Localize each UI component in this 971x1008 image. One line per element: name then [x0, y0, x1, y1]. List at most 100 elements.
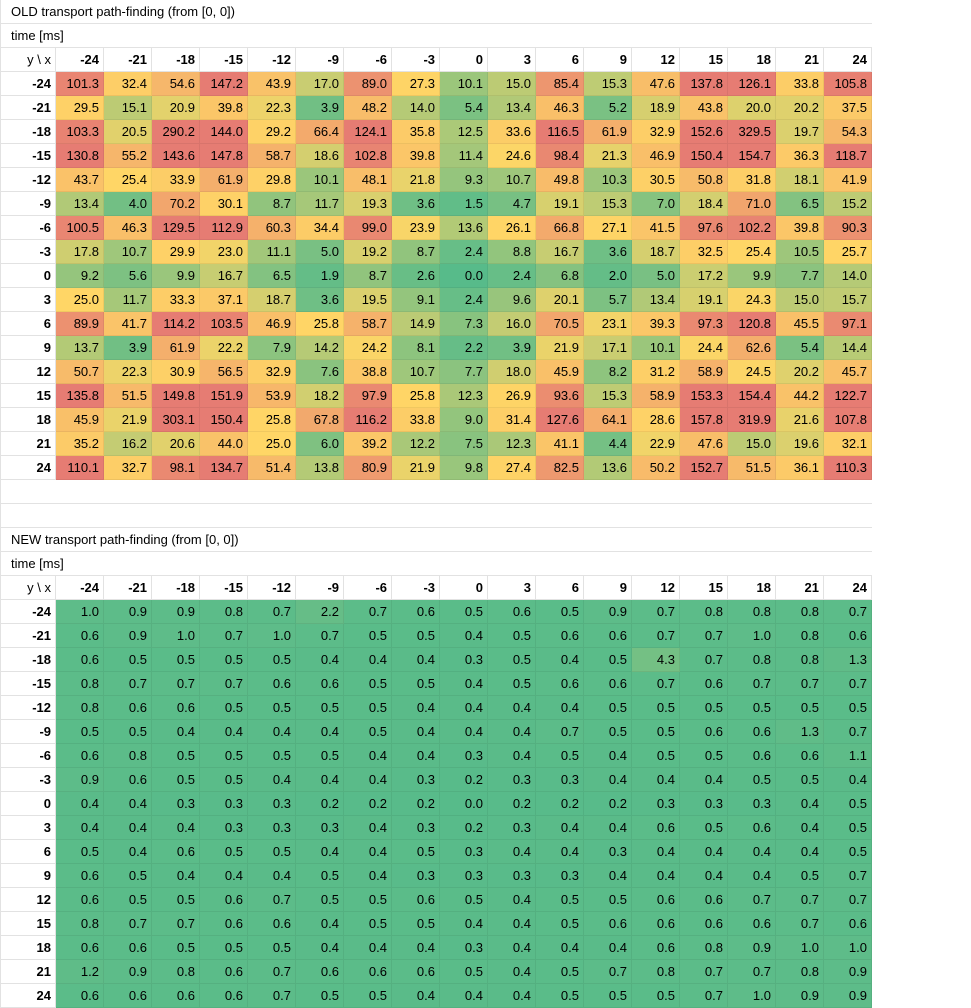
data-cell[interactable]: 14.0 — [824, 264, 872, 288]
data-cell[interactable]: 1.3 — [776, 720, 824, 744]
data-cell[interactable]: 53.9 — [248, 384, 296, 408]
data-cell[interactable]: 18.7 — [632, 240, 680, 264]
data-cell[interactable]: 10.5 — [776, 240, 824, 264]
data-cell[interactable]: 21.3 — [584, 144, 632, 168]
column-header[interactable]: 18 — [728, 576, 776, 600]
data-cell[interactable]: 85.4 — [536, 72, 584, 96]
data-cell[interactable]: 0.7 — [536, 720, 584, 744]
data-cell[interactable]: 0.9 — [152, 600, 200, 624]
data-cell[interactable]: 1.2 — [56, 960, 104, 984]
data-cell[interactable]: 14.2 — [296, 336, 344, 360]
data-cell[interactable]: 0.4 — [632, 864, 680, 888]
data-cell[interactable]: 0.8 — [776, 624, 824, 648]
row-header[interactable]: -6 — [1, 744, 56, 768]
data-cell[interactable]: 0.3 — [488, 864, 536, 888]
data-cell[interactable]: 0.4 — [104, 792, 152, 816]
data-cell[interactable]: 32.4 — [104, 72, 152, 96]
data-cell[interactable]: 0.4 — [344, 840, 392, 864]
data-cell[interactable]: 0.6 — [296, 960, 344, 984]
data-cell[interactable]: 39.2 — [344, 432, 392, 456]
data-cell[interactable]: 0.9 — [776, 984, 824, 1008]
row-header[interactable]: -3 — [1, 768, 56, 792]
data-cell[interactable]: 0.6 — [632, 888, 680, 912]
data-cell[interactable]: 25.0 — [248, 432, 296, 456]
row-header[interactable]: -21 — [1, 96, 56, 120]
data-cell[interactable]: 120.8 — [728, 312, 776, 336]
data-cell[interactable]: 0.5 — [200, 744, 248, 768]
data-cell[interactable]: 5.7 — [584, 288, 632, 312]
corner-label[interactable]: y \ x — [1, 48, 56, 72]
data-cell[interactable]: 5.4 — [440, 96, 488, 120]
table-title[interactable]: NEW transport path-finding (from [0, 0]) — [1, 528, 872, 552]
data-cell[interactable]: 97.6 — [680, 216, 728, 240]
data-cell[interactable]: 0.9 — [824, 984, 872, 1008]
data-cell[interactable]: 33.6 — [488, 120, 536, 144]
row-header[interactable]: -12 — [1, 168, 56, 192]
data-cell[interactable]: 15.0 — [728, 432, 776, 456]
data-cell[interactable]: 46.3 — [536, 96, 584, 120]
data-cell[interactable]: 15.3 — [584, 384, 632, 408]
data-cell[interactable]: 0.5 — [536, 984, 584, 1008]
data-cell[interactable]: 17.8 — [56, 240, 104, 264]
data-cell[interactable]: 10.7 — [392, 360, 440, 384]
data-cell[interactable]: 0.4 — [728, 864, 776, 888]
data-cell[interactable]: 33.8 — [776, 72, 824, 96]
data-cell[interactable]: 55.2 — [104, 144, 152, 168]
data-cell[interactable]: 39.8 — [392, 144, 440, 168]
data-cell[interactable]: 8.7 — [344, 264, 392, 288]
data-cell[interactable]: 0.6 — [680, 672, 728, 696]
data-cell[interactable]: 61.9 — [584, 120, 632, 144]
data-cell[interactable]: 50.2 — [632, 456, 680, 480]
data-cell[interactable]: 0.5 — [248, 936, 296, 960]
data-cell[interactable]: 0.4 — [344, 816, 392, 840]
data-cell[interactable]: 0.4 — [56, 792, 104, 816]
row-header[interactable]: -9 — [1, 192, 56, 216]
data-cell[interactable]: 0.4 — [632, 768, 680, 792]
data-cell[interactable]: 5.2 — [584, 96, 632, 120]
data-cell[interactable]: 31.4 — [488, 408, 536, 432]
data-cell[interactable]: 0.6 — [728, 816, 776, 840]
blank-row[interactable] — [1, 480, 872, 504]
data-cell[interactable]: 29.9 — [152, 240, 200, 264]
data-cell[interactable]: 4.3 — [632, 648, 680, 672]
data-cell[interactable]: 0.4 — [392, 744, 440, 768]
data-cell[interactable]: 0.8 — [680, 600, 728, 624]
data-cell[interactable]: 58.7 — [248, 144, 296, 168]
data-cell[interactable]: 45.5 — [776, 312, 824, 336]
data-cell[interactable]: 0.4 — [776, 840, 824, 864]
data-cell[interactable]: 8.2 — [584, 360, 632, 384]
unit-label[interactable]: time [ms] — [1, 552, 872, 576]
data-cell[interactable]: 0.5 — [392, 624, 440, 648]
data-cell[interactable]: 0.7 — [728, 672, 776, 696]
data-cell[interactable]: 143.6 — [152, 144, 200, 168]
data-cell[interactable]: 0.5 — [104, 720, 152, 744]
data-cell[interactable]: 51.4 — [248, 456, 296, 480]
data-cell[interactable]: 49.8 — [536, 168, 584, 192]
data-cell[interactable]: 18.1 — [776, 168, 824, 192]
data-cell[interactable]: 0.5 — [56, 840, 104, 864]
data-cell[interactable]: 13.8 — [296, 456, 344, 480]
data-cell[interactable]: 5.0 — [296, 240, 344, 264]
data-cell[interactable]: 24.6 — [488, 144, 536, 168]
data-cell[interactable]: 0.6 — [344, 960, 392, 984]
data-cell[interactable]: 15.2 — [824, 192, 872, 216]
data-cell[interactable]: 9.9 — [152, 264, 200, 288]
data-cell[interactable]: 5.4 — [776, 336, 824, 360]
data-cell[interactable]: 13.4 — [632, 288, 680, 312]
data-cell[interactable]: 0.4 — [536, 696, 584, 720]
data-cell[interactable]: 22.3 — [248, 96, 296, 120]
column-header[interactable]: -21 — [104, 48, 152, 72]
data-cell[interactable]: 15.3 — [584, 72, 632, 96]
data-cell[interactable]: 0.4 — [296, 768, 344, 792]
data-cell[interactable]: 0.7 — [680, 648, 728, 672]
data-cell[interactable]: 2.2 — [296, 600, 344, 624]
data-cell[interactable]: 0.4 — [680, 840, 728, 864]
column-header[interactable]: -21 — [104, 576, 152, 600]
data-cell[interactable]: 0.4 — [488, 744, 536, 768]
data-cell[interactable]: 9.0 — [440, 408, 488, 432]
data-cell[interactable]: 20.1 — [536, 288, 584, 312]
data-cell[interactable]: 116.2 — [344, 408, 392, 432]
data-cell[interactable]: 0.4 — [296, 840, 344, 864]
data-cell[interactable]: 1.0 — [248, 624, 296, 648]
data-cell[interactable]: 0.6 — [104, 696, 152, 720]
